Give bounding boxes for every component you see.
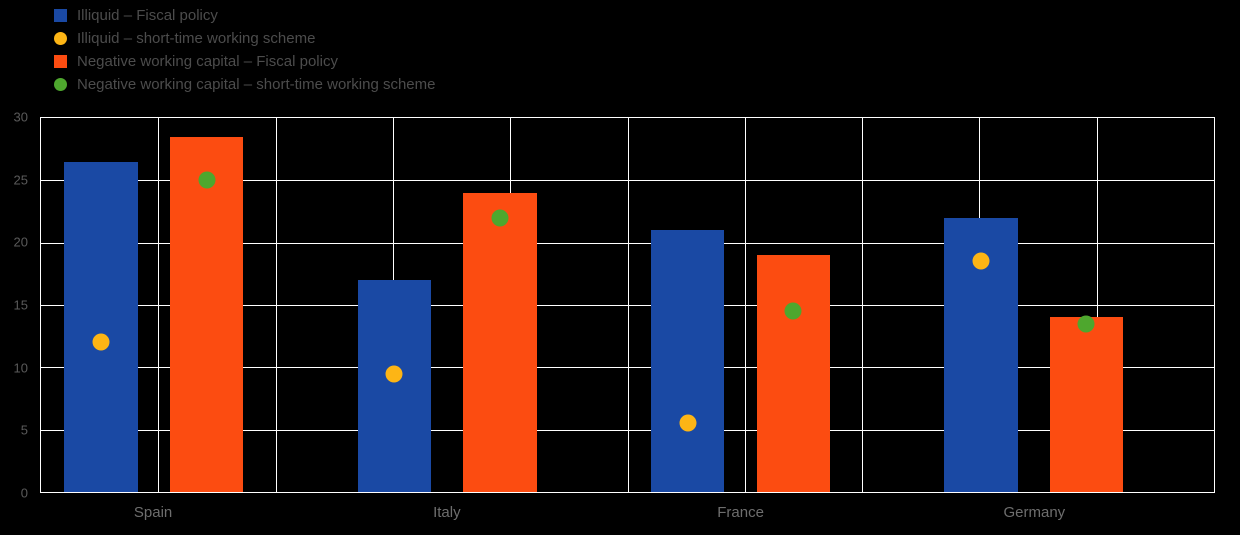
chart-dot-spain: [92, 333, 110, 351]
chart-dot-italy: [491, 209, 509, 227]
y-tick-label: 30: [13, 109, 28, 125]
chart-dot-germany: [1077, 315, 1095, 333]
chart-dot-france: [784, 302, 802, 320]
plot-area: [40, 117, 1215, 493]
legend-label: Negative working capital – short-time wo…: [77, 76, 436, 93]
y-tick-label: 0: [20, 485, 28, 501]
chart-bar-germany: [1049, 317, 1124, 492]
legend-marker-yellow-circle: [54, 32, 67, 45]
chart-dot-france: [679, 414, 697, 432]
chart-dot-germany: [972, 252, 990, 270]
chart-bar-italy: [463, 192, 537, 492]
x-category-label: Spain: [133, 504, 173, 521]
legend-label: Negative working capital – Fiscal policy: [77, 53, 338, 70]
v-gridline: [627, 118, 629, 492]
chart-dot-spain: [198, 171, 216, 189]
v-gridline: [744, 118, 746, 492]
chart-bar-italy: [357, 280, 432, 492]
legend-item-negative-working-capital-short-time-working-scheme: Negative working capital – short-time wo…: [54, 73, 435, 96]
v-gridline: [158, 118, 160, 492]
legend-item-illiquid-fiscal-policy: Illiquid – Fiscal policy: [54, 4, 435, 27]
chart-bar-france: [756, 255, 830, 492]
x-category-label: Germany: [1003, 504, 1066, 521]
x-category-label: France: [717, 504, 764, 521]
legend-marker-green-circle: [54, 78, 67, 91]
chart-bar-france: [650, 230, 725, 492]
legend-label: Illiquid – Fiscal policy: [77, 7, 218, 24]
y-tick-label: 15: [13, 297, 28, 313]
legend-item-negative-working-capital-fiscal-policy: Negative working capital – Fiscal policy: [54, 50, 435, 73]
chart-legend: Illiquid – Fiscal policy Illiquid – shor…: [54, 4, 435, 96]
legend-marker-blue-square: [54, 9, 67, 22]
y-tick-label: 25: [13, 172, 28, 188]
x-category-label: Italy: [433, 504, 461, 521]
y-tick-label: 20: [13, 234, 28, 250]
chart-dot-italy: [385, 365, 403, 383]
legend-label: Illiquid – short-time working scheme: [77, 30, 316, 47]
y-tick-label: 10: [13, 360, 28, 376]
v-gridline: [275, 118, 277, 492]
y-axis-labels: 0 5 10 15 20 25 30: [0, 111, 34, 500]
v-gridline: [862, 118, 864, 492]
chart-bar-spain: [64, 161, 138, 492]
v-gridline: [1096, 118, 1098, 492]
chart-bar-spain: [170, 136, 244, 492]
x-axis-labels: Spain Italy France Germany: [40, 497, 1215, 527]
legend-item-illiquid-short-time-working-scheme: Illiquid – short-time working scheme: [54, 27, 435, 50]
legend-marker-orange-square: [54, 55, 67, 68]
y-tick-label: 5: [20, 422, 28, 438]
